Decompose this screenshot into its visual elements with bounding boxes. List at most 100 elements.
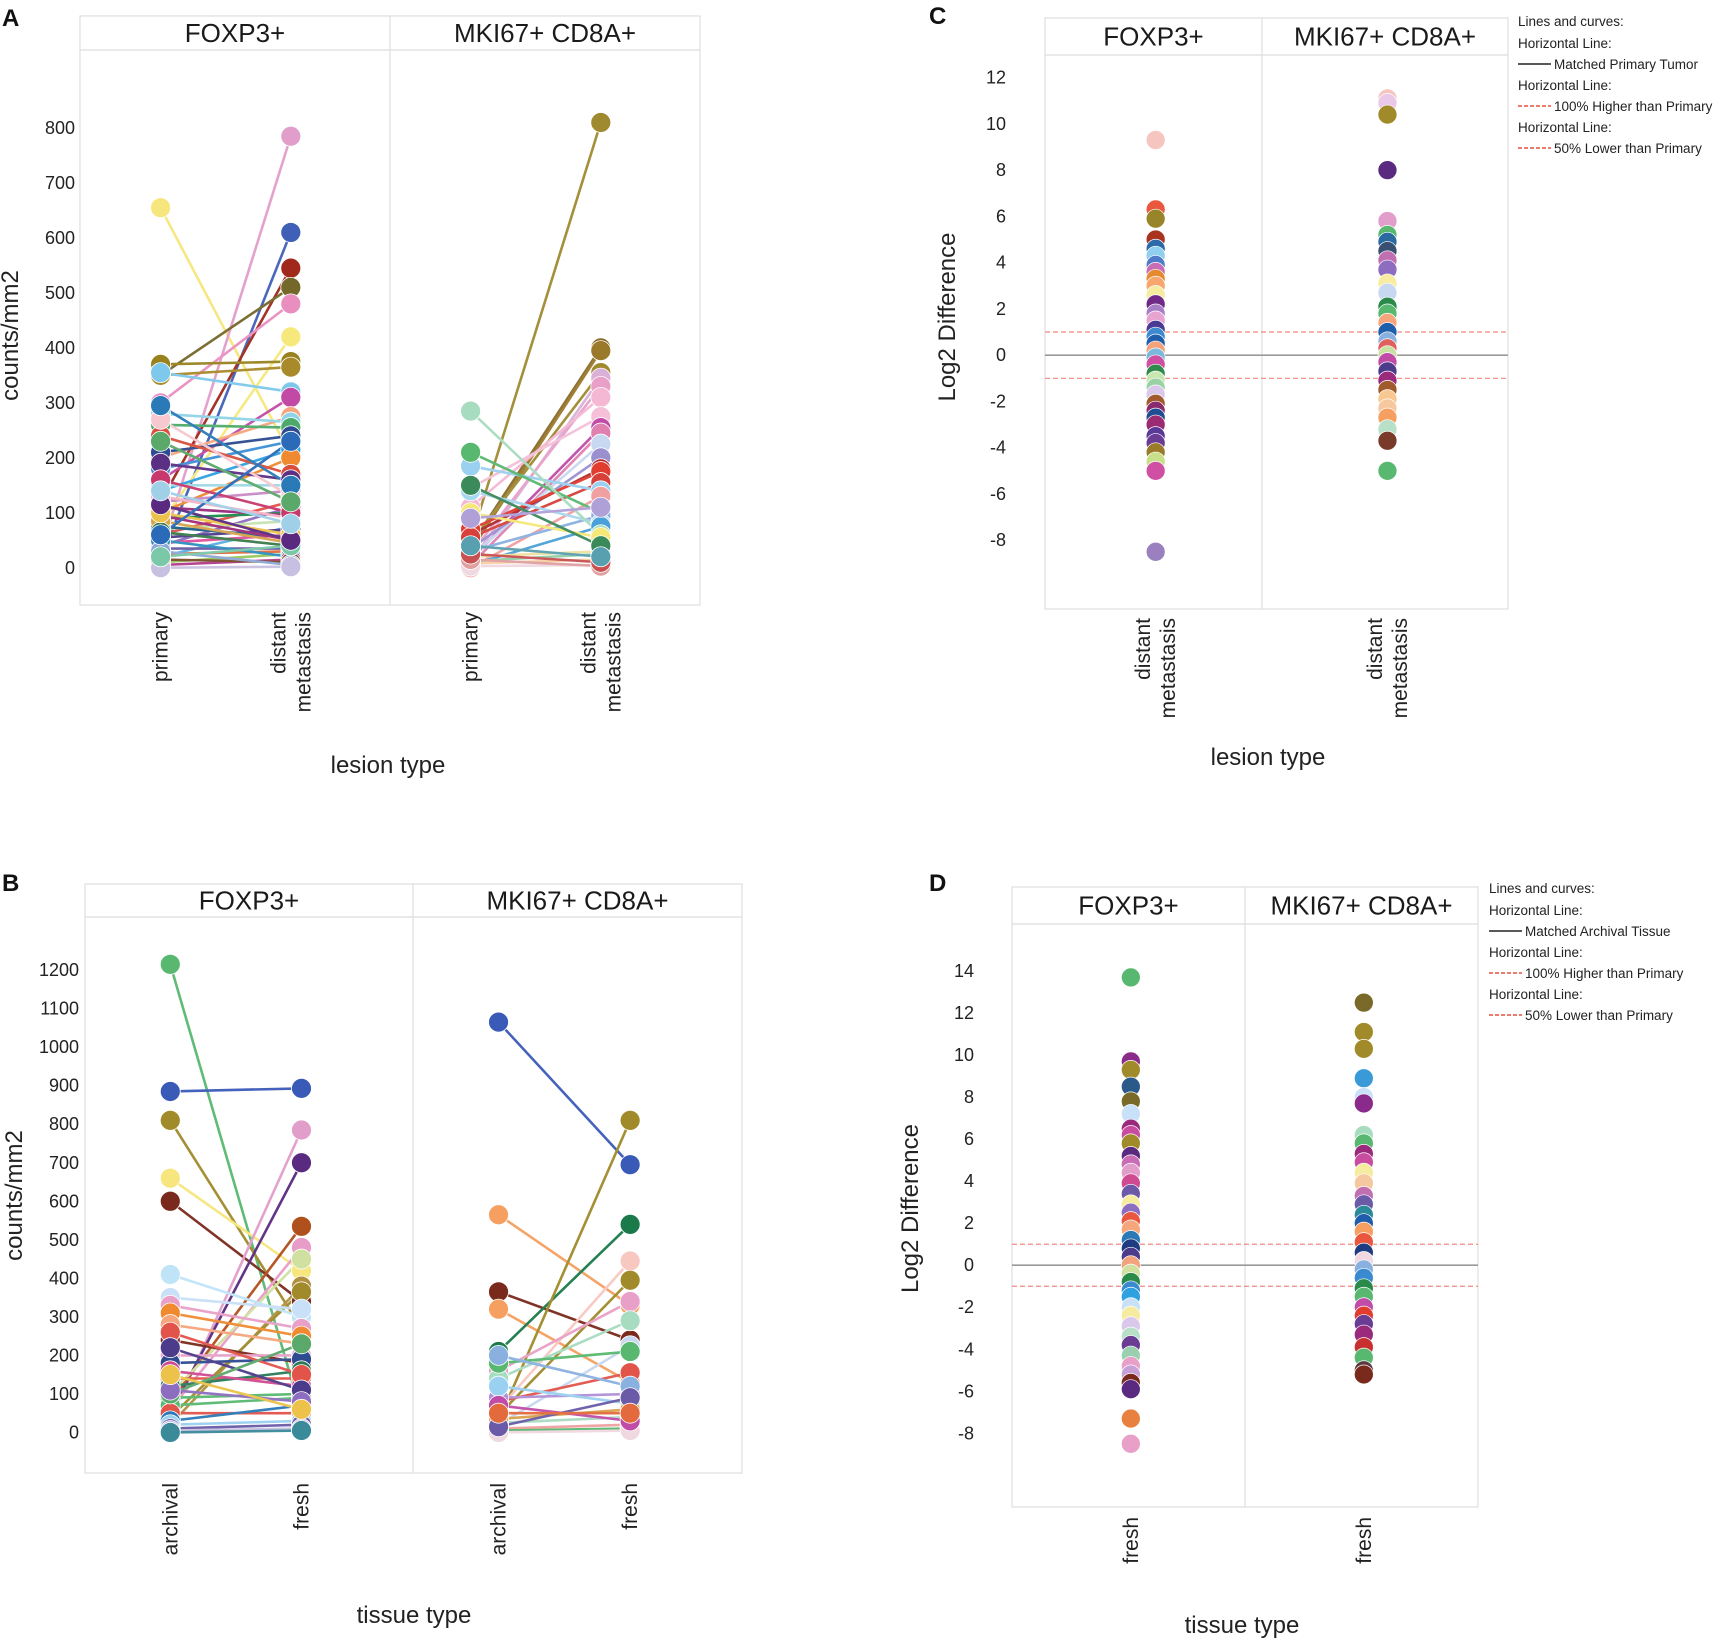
pair-line bbox=[170, 1427, 302, 1432]
y-tick-label: 700 bbox=[45, 173, 75, 193]
y-tick-label: 1000 bbox=[39, 1037, 79, 1057]
y-tick-label: 200 bbox=[45, 448, 75, 468]
data-point-distant-metastasis bbox=[280, 556, 302, 578]
y-tick-label: 700 bbox=[49, 1153, 79, 1173]
x-category-label: archival bbox=[488, 1483, 511, 1555]
data-point-primary bbox=[150, 430, 172, 452]
data-point-distant-metastasis bbox=[280, 430, 302, 452]
data-point-distant-metastasis bbox=[590, 386, 612, 408]
data-point-archival bbox=[159, 1264, 181, 1285]
data-point bbox=[1353, 1093, 1374, 1114]
data-point bbox=[1120, 1433, 1141, 1454]
facet-title-mki67-cd8a: MKI67+ CD8A+ bbox=[454, 18, 636, 48]
y-tick-label: 12 bbox=[986, 68, 1006, 88]
pair-line bbox=[169, 1200, 303, 1303]
x-category-label-line: metastasis bbox=[1157, 618, 1180, 718]
x-category-label: primary bbox=[460, 612, 483, 683]
pair-line bbox=[170, 1404, 302, 1423]
pair-line bbox=[159, 286, 292, 377]
x-category-label: distantmetastasis bbox=[267, 612, 315, 713]
data-point-archival bbox=[159, 1422, 181, 1443]
x-category-label-line: distant bbox=[267, 612, 290, 674]
data-point-primary bbox=[150, 197, 172, 219]
y-tick-label: -6 bbox=[990, 484, 1006, 504]
pair-line bbox=[470, 505, 601, 520]
x-category-label-line: archival bbox=[488, 1483, 511, 1555]
y-tick-label: 2 bbox=[964, 1213, 974, 1233]
y-tick-label: 8 bbox=[996, 160, 1006, 180]
y-tick-label: 100 bbox=[45, 503, 75, 523]
pair-line bbox=[160, 489, 292, 526]
pair-line bbox=[498, 1423, 631, 1430]
legend-group-label: Horizontal Line: bbox=[1518, 36, 1612, 51]
legend-title: Lines and curves: bbox=[1489, 881, 1595, 896]
data-point-fresh bbox=[291, 1248, 312, 1270]
y-tick-label: 0 bbox=[69, 1422, 79, 1442]
data-point bbox=[1145, 541, 1166, 562]
data-point-archival bbox=[159, 1190, 181, 1212]
x-category-label-line: primary bbox=[460, 612, 483, 683]
pair-line bbox=[498, 1384, 631, 1405]
y-tick-label: 1100 bbox=[40, 999, 79, 1019]
pair-line bbox=[170, 1357, 302, 1365]
data-point-distant-metastasis bbox=[590, 112, 612, 133]
data-point-archival bbox=[159, 1337, 181, 1359]
legend-group-label: Horizontal Line: bbox=[1489, 987, 1583, 1002]
data-point-fresh bbox=[291, 1298, 312, 1320]
x-category-label-line: metastasis bbox=[602, 612, 625, 712]
pair-line bbox=[498, 1290, 631, 1342]
pair-line bbox=[160, 538, 291, 559]
y-tick-label: 600 bbox=[49, 1191, 79, 1211]
x-category-label: archival bbox=[159, 1483, 182, 1555]
y-tick-label: -8 bbox=[958, 1423, 974, 1443]
data-point-primary bbox=[150, 524, 172, 546]
data-point bbox=[1353, 1364, 1374, 1385]
pair-line bbox=[159, 267, 292, 503]
x-category-label-line: fresh bbox=[1353, 1517, 1376, 1564]
x-category-label-line: fresh bbox=[1120, 1517, 1143, 1564]
y-axis-title: Log2 Difference bbox=[934, 232, 961, 401]
panel-letter: B bbox=[2, 870, 19, 897]
pair-line bbox=[469, 371, 602, 544]
x-axis-title: tissue type bbox=[357, 1602, 472, 1629]
data-point-distant-metastasis bbox=[280, 293, 302, 315]
facet-title-foxp3: FOXP3+ bbox=[185, 18, 285, 48]
facet-title-foxp3: FOXP3+ bbox=[1103, 22, 1203, 52]
y-tick-label: 300 bbox=[49, 1307, 79, 1327]
data-point-primary bbox=[460, 507, 482, 529]
legend-item-label: Matched Archival Tissue bbox=[1525, 924, 1671, 939]
pair-line bbox=[159, 440, 292, 536]
legend-group-label: Horizontal Line: bbox=[1518, 78, 1612, 93]
pair-line bbox=[470, 514, 602, 553]
pair-line bbox=[497, 1213, 631, 1307]
pair-line bbox=[497, 1279, 632, 1417]
data-point bbox=[1145, 208, 1166, 229]
pair-points-foxp3 bbox=[159, 953, 312, 1443]
panel-letter: D bbox=[929, 870, 946, 897]
y-axis-title: counts/mm2 bbox=[1, 1130, 28, 1261]
y-axis-title: Log2 Difference bbox=[897, 1124, 924, 1293]
y-tick-label: 900 bbox=[49, 1076, 79, 1096]
legend-item-label: 100% Higher than Primary bbox=[1554, 99, 1713, 114]
y-tick-label: 12 bbox=[954, 1003, 974, 1023]
pair-line bbox=[159, 404, 292, 487]
data-point-distant-metastasis bbox=[280, 326, 302, 348]
legend-title: Lines and curves: bbox=[1518, 14, 1624, 29]
x-category-label: fresh bbox=[1120, 1517, 1143, 1564]
x-category-label: fresh bbox=[619, 1483, 642, 1530]
y-tick-label: 500 bbox=[45, 283, 75, 303]
data-point-fresh bbox=[619, 1291, 641, 1312]
data-point-archival bbox=[488, 1204, 509, 1226]
x-category-label-line: metastasis bbox=[292, 612, 315, 712]
strip-points-mki67-cd8a bbox=[1377, 88, 1398, 481]
y-tick-label: 4 bbox=[996, 253, 1006, 273]
pair-line bbox=[170, 1423, 302, 1430]
pair-lines-mki67-cd8a bbox=[497, 1021, 632, 1434]
facet-title-mki67-cd8a: MKI67+ CD8A+ bbox=[1270, 891, 1452, 921]
y-tick-label: -8 bbox=[990, 530, 1006, 550]
pair-points-mki67-cd8a bbox=[460, 112, 612, 579]
x-axis-title: lesion type bbox=[331, 752, 446, 779]
x-category-label-line: distant bbox=[1364, 618, 1387, 680]
pair-line bbox=[470, 470, 602, 531]
data-point-fresh bbox=[291, 1333, 312, 1355]
